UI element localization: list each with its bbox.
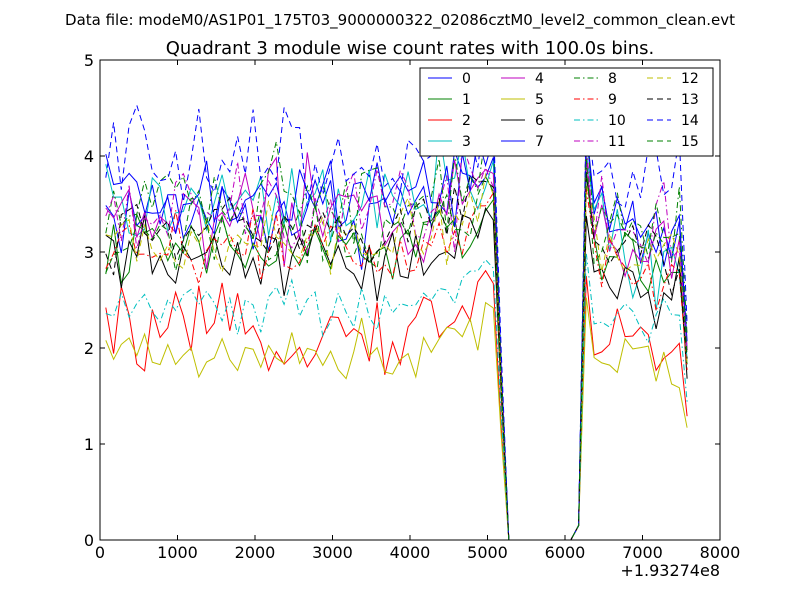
legend-label-4: 4: [535, 71, 544, 87]
legend-box: [419, 67, 714, 157]
legend-label-5: 5: [535, 92, 544, 108]
legend-label-0: 0: [462, 71, 471, 87]
y-tick-label: 2: [84, 339, 94, 358]
series-line-15: [105, 158, 688, 541]
x-tick-label: 8000: [700, 543, 741, 562]
y-tick-label: 1: [84, 435, 94, 454]
series-line-10: [105, 253, 688, 541]
legend-label-15: 15: [681, 134, 699, 150]
series-line-4: [105, 152, 688, 541]
x-tick-label: 1000: [157, 543, 198, 562]
y-tick-label: 0: [84, 531, 94, 550]
series-layer: [105, 102, 688, 541]
legend-label-8: 8: [608, 71, 617, 87]
x-tick-label: 5000: [467, 543, 508, 562]
legend-label-11: 11: [608, 134, 626, 150]
series-line-2: [105, 269, 688, 541]
data-file-label: Data file: modeM0/AS1P01_175T03_90000003…: [65, 11, 735, 30]
series-line-6: [105, 206, 688, 541]
series-line-11: [105, 143, 688, 541]
y-tick-label: 5: [84, 51, 94, 70]
x-tick-label: 6000: [545, 543, 586, 562]
legend-label-13: 13: [681, 92, 699, 108]
legend-label-14: 14: [681, 113, 699, 129]
series-line-12: [105, 172, 688, 541]
legend-label-10: 10: [608, 113, 626, 129]
legend-label-3: 3: [462, 134, 471, 150]
y-tick-label: 4: [84, 147, 94, 166]
legend-label-2: 2: [462, 113, 471, 129]
series-line-7: [105, 127, 688, 541]
legend-label-7: 7: [535, 134, 544, 150]
chart-title: Quadrant 3 module wise count rates with …: [166, 38, 655, 59]
legend-label-9: 9: [608, 92, 617, 108]
legend-label-1: 1: [462, 92, 471, 108]
series-line-9: [105, 188, 688, 541]
legend-label-6: 6: [535, 113, 544, 129]
y-tick-label: 3: [84, 243, 94, 262]
x-tick-label: 0: [95, 543, 105, 562]
x-tick-label: 3000: [312, 543, 353, 562]
x-tick-label: 2000: [235, 543, 276, 562]
series-line-5: [105, 297, 688, 541]
legend-label-12: 12: [681, 71, 699, 87]
x-tick-label: 7000: [622, 543, 663, 562]
x-axis-offset-label: +1.93274e8: [620, 561, 720, 580]
series-line-13: [105, 171, 688, 541]
x-tick-label: 4000: [390, 543, 431, 562]
